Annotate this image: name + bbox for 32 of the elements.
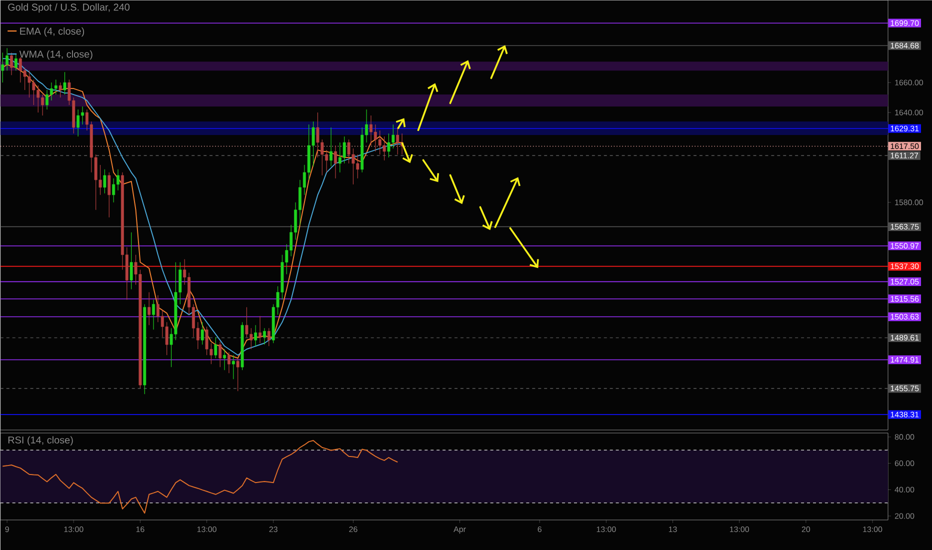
candlestick — [223, 348, 226, 370]
candlestick — [262, 328, 266, 345]
candlestick — [1, 52, 4, 83]
candlestick — [254, 324, 258, 346]
candlestick — [63, 72, 66, 95]
candlestick — [103, 169, 106, 194]
candlestick — [108, 172, 111, 218]
candlestick — [236, 358, 240, 392]
candlestick — [218, 341, 222, 368]
candlestick — [130, 232, 133, 290]
candlestick — [232, 354, 235, 380]
candlestick — [54, 79, 58, 95]
candlestick — [342, 136, 346, 164]
candlestick — [334, 145, 337, 179]
candlestick — [148, 292, 151, 326]
candlestick — [58, 82, 62, 98]
candlestick — [267, 328, 270, 346]
candlestick — [330, 127, 333, 167]
candlestick — [396, 127, 400, 155]
candlestick — [227, 352, 230, 374]
candlestick — [112, 178, 116, 203]
candlestick — [258, 316, 262, 344]
legend-label: EMA (4, close) — [20, 27, 84, 37]
candlestick — [214, 336, 218, 358]
chart-title: RSI (14, close) — [8, 436, 73, 446]
candlestick — [14, 54, 18, 71]
candlestick — [10, 52, 13, 76]
candlestick — [76, 109, 80, 137]
chart-title: Gold Spot / U.S. Dollar, 240 — [8, 3, 130, 13]
candlestick — [200, 322, 204, 345]
legend-label: WMA (14, close) — [19, 50, 92, 60]
candlestick — [152, 299, 155, 330]
